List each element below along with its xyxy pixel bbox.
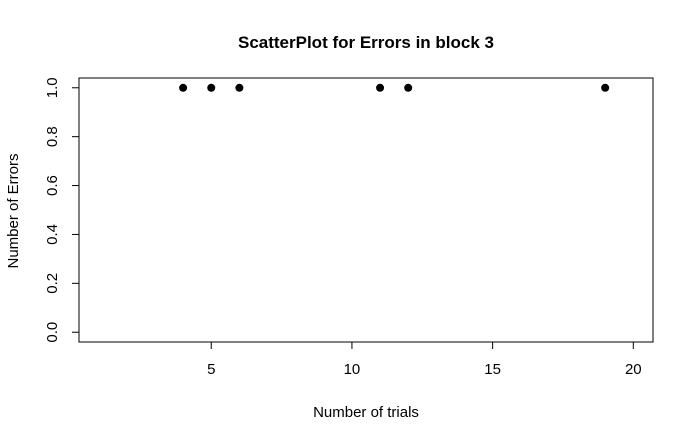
data-point <box>376 83 385 92</box>
y-axis: 0.0 0.2 0.4 0.6 0.8 1.0 <box>44 77 80 343</box>
x-tick-label: 20 <box>625 361 642 378</box>
data-point <box>179 83 188 92</box>
x-tick-label: 15 <box>484 361 501 378</box>
y-axis-label: Number of Errors <box>5 153 22 268</box>
y-tick-label: 0.2 <box>44 273 61 294</box>
y-tick-label: 0.6 <box>44 175 61 196</box>
y-tick-label: 1.0 <box>44 77 61 98</box>
x-axis: 5 10 15 20 <box>207 341 642 378</box>
data-point <box>235 83 244 92</box>
data-point <box>404 83 413 92</box>
x-axis-label: Number of trials <box>313 404 419 421</box>
y-tick-label: 0.4 <box>44 224 61 245</box>
data-point <box>601 83 610 92</box>
data-point <box>207 83 216 92</box>
data-points <box>179 83 610 92</box>
plot-frame <box>78 77 654 343</box>
x-tick-label: 10 <box>344 361 361 378</box>
x-tick-label: 5 <box>207 361 215 378</box>
y-tick-label: 0.8 <box>44 126 61 147</box>
chart-title: ScatterPlot for Errors in block 3 <box>238 33 494 52</box>
y-tick-label: 0.0 <box>44 322 61 343</box>
